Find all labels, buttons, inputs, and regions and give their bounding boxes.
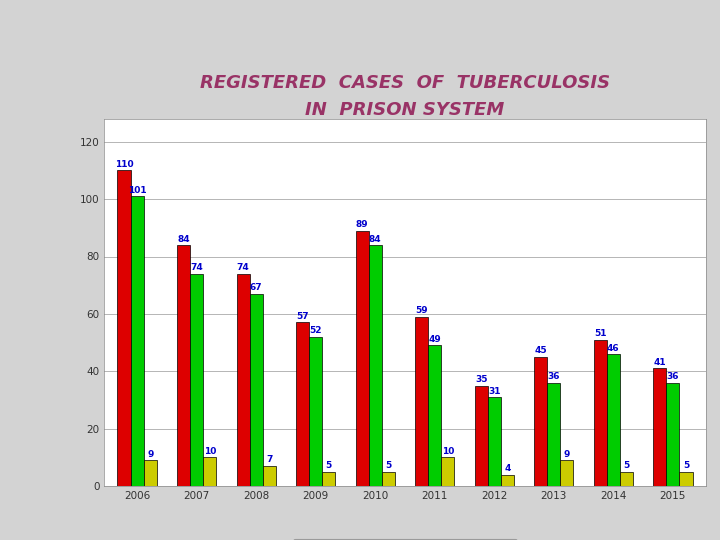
Bar: [130, 196, 144, 486]
Text: 110: 110: [114, 160, 133, 169]
Text: 46: 46: [607, 343, 620, 353]
Bar: [680, 471, 693, 486]
Bar: [607, 354, 620, 486]
Text: 51: 51: [594, 329, 606, 338]
Bar: [547, 383, 560, 486]
Bar: [203, 457, 216, 486]
Text: 35: 35: [475, 375, 487, 384]
Text: 9: 9: [564, 450, 570, 459]
Bar: [415, 317, 428, 486]
Text: 49: 49: [428, 335, 441, 344]
Text: 52: 52: [310, 326, 322, 335]
Text: 36: 36: [548, 372, 560, 381]
Bar: [474, 386, 487, 486]
Bar: [501, 475, 514, 486]
Text: 59: 59: [415, 306, 428, 315]
Text: 5: 5: [683, 461, 689, 470]
Text: 101: 101: [128, 186, 146, 195]
Bar: [594, 340, 607, 486]
Text: 45: 45: [534, 347, 547, 355]
Bar: [534, 357, 547, 486]
Text: 57: 57: [297, 312, 309, 321]
Text: 31: 31: [488, 387, 500, 396]
Bar: [323, 471, 336, 486]
Bar: [666, 383, 680, 486]
Text: 89: 89: [356, 220, 369, 230]
Bar: [653, 368, 666, 486]
Text: 84: 84: [369, 234, 382, 244]
Bar: [250, 294, 263, 486]
Bar: [117, 171, 130, 486]
Bar: [369, 245, 382, 486]
Text: 5: 5: [325, 461, 332, 470]
Bar: [263, 466, 276, 486]
Bar: [296, 322, 309, 486]
Text: 74: 74: [190, 264, 203, 272]
Text: 36: 36: [667, 372, 679, 381]
Bar: [487, 397, 501, 486]
Bar: [441, 457, 454, 486]
Text: 5: 5: [385, 461, 392, 470]
Bar: [560, 460, 573, 486]
Text: 10: 10: [441, 447, 454, 456]
Text: 67: 67: [250, 284, 263, 292]
Bar: [428, 346, 441, 486]
Bar: [309, 337, 323, 486]
Text: IN  PRISON SYSTEM: IN PRISON SYSTEM: [305, 101, 505, 119]
Text: 41: 41: [654, 358, 666, 367]
Legend: Total, New cases, Ralapses: Total, New cases, Ralapses: [293, 539, 517, 540]
Bar: [237, 274, 250, 486]
Text: 4: 4: [504, 464, 510, 473]
Text: REGISTERED  CASES  OF  TUBERCULOSIS: REGISTERED CASES OF TUBERCULOSIS: [200, 74, 610, 92]
Bar: [382, 471, 395, 486]
Bar: [356, 231, 369, 486]
Text: 10: 10: [204, 447, 216, 456]
Text: 5: 5: [624, 461, 629, 470]
Bar: [620, 471, 633, 486]
Bar: [190, 274, 203, 486]
Bar: [144, 460, 157, 486]
Text: 9: 9: [147, 450, 153, 459]
Text: 84: 84: [177, 234, 190, 244]
Text: 74: 74: [237, 264, 249, 272]
Text: 7: 7: [266, 455, 272, 464]
Bar: [177, 245, 190, 486]
